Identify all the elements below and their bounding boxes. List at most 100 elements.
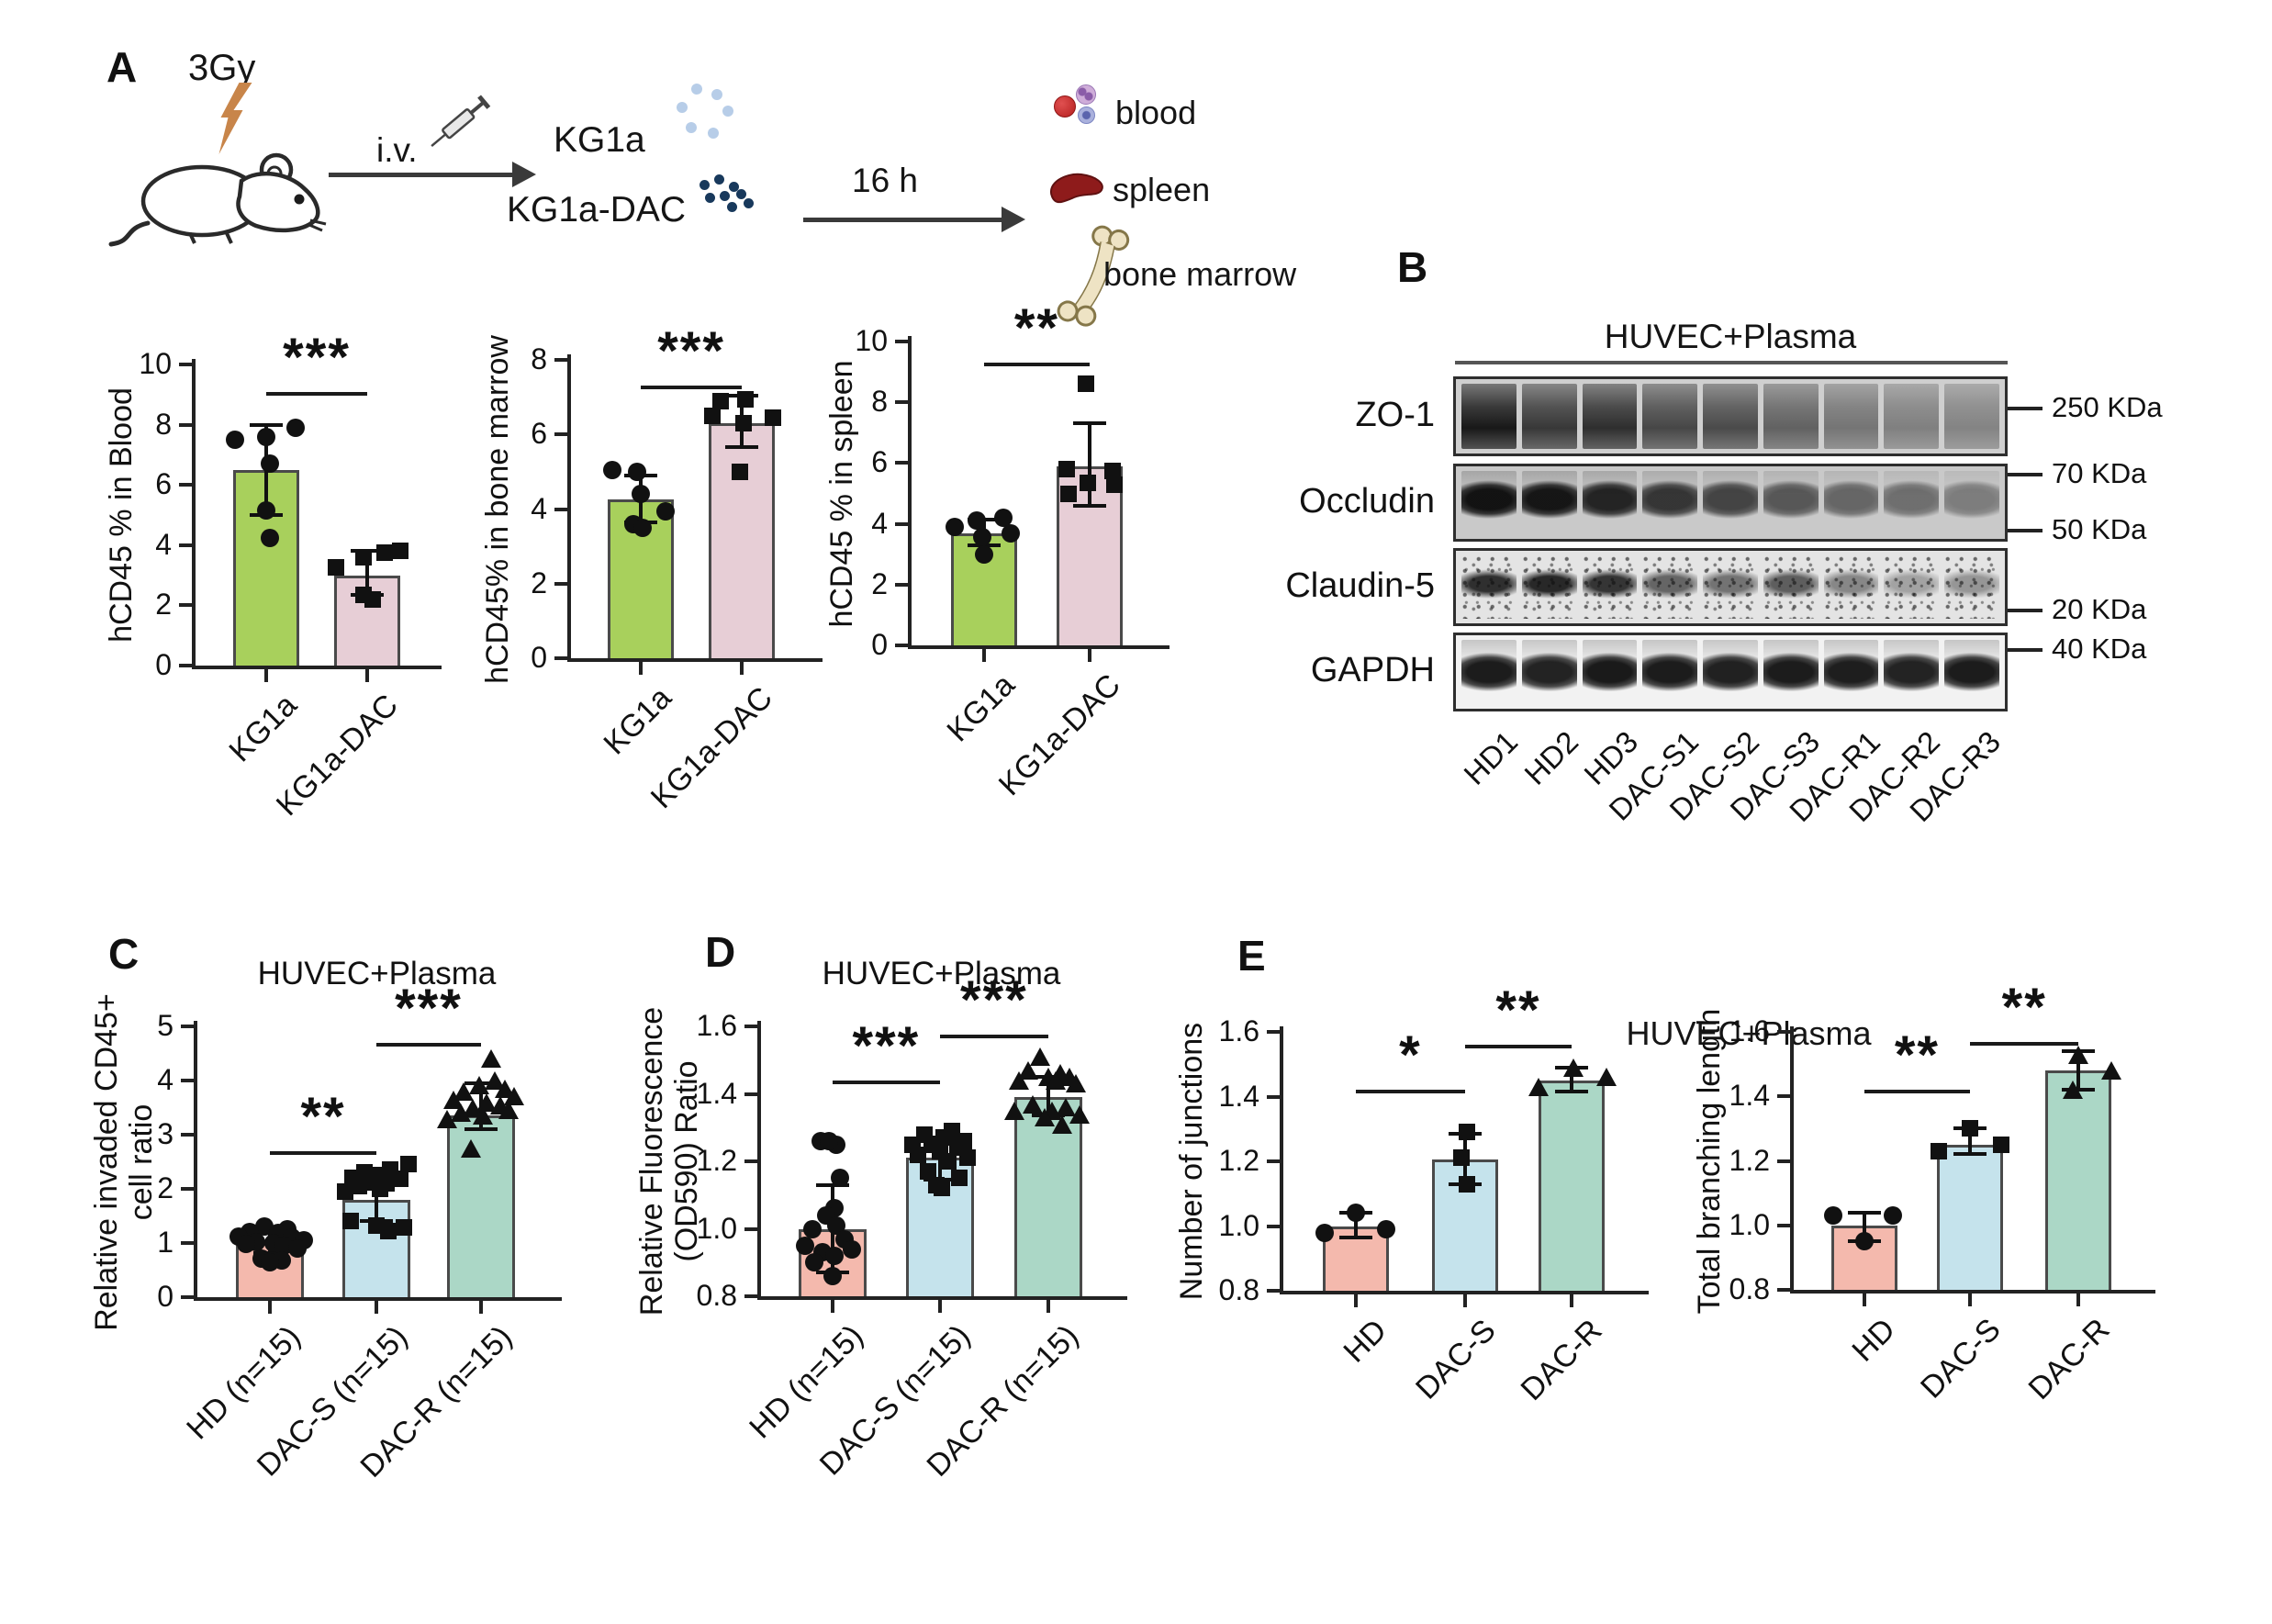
data-point-triangle: [468, 1075, 489, 1094]
y-tick: [179, 363, 192, 366]
significance-label: ***: [395, 978, 463, 1038]
y-tick: [1267, 1159, 1280, 1163]
x-category-label: HD: [1337, 1313, 1393, 1370]
blot-row-box: [1453, 633, 2008, 711]
y-tick-label: 10: [139, 347, 172, 380]
data-point-square: [1059, 485, 1077, 502]
tissue-spleen-label: spleen: [1113, 171, 1211, 208]
data-point-triangle: [498, 1101, 519, 1120]
y-tick-label: 1.6: [1218, 1014, 1259, 1047]
significance-line: [939, 1035, 1048, 1039]
blood-icon: [1054, 83, 1109, 138]
significance-line: [983, 363, 1090, 367]
blot-lane: [1763, 471, 1819, 534]
time-label: 16 h: [852, 162, 919, 199]
data-point-square: [1931, 1142, 1948, 1159]
significance-line: [1355, 1090, 1465, 1094]
x-category-label: DAC-R: [1514, 1313, 1609, 1408]
y-tick-label: 1.2: [1729, 1143, 1770, 1177]
y-axis-label-text: Total branching length: [1692, 1008, 1727, 1314]
y-tick: [181, 1241, 194, 1245]
y-tick: [744, 1092, 757, 1096]
data-point-circle: [1854, 1232, 1874, 1251]
y-tick: [895, 461, 908, 465]
blot-lane-label: HD2: [1517, 724, 1584, 791]
data-point-circle: [831, 1169, 850, 1188]
blot-lane: [1461, 640, 1517, 704]
iv-arrow-head: [512, 162, 536, 187]
data-point-square: [951, 1170, 968, 1187]
chart-fluorescence-od590: HUVEC+Plasma 0.8 1.0 1.2 1.4 1.6 Relative Fluo…: [624, 927, 1175, 1624]
x-tick: [1353, 1294, 1358, 1307]
y-tick-label: 4: [157, 1063, 173, 1096]
data-point-square: [731, 463, 748, 480]
data-point-square: [1459, 1124, 1476, 1141]
y-axis-label-line: (OD590) Ratio: [669, 1060, 704, 1262]
chart-hcd45-spleen: 0 2 4 6 8 10 hCD45 % in spleen KG1a KG1a-DAC **: [808, 302, 1230, 900]
data-point-triangle: [1528, 1077, 1550, 1096]
y-axis: [757, 1021, 761, 1300]
blot-protein-label: GAPDH: [1310, 651, 1435, 689]
data-point-circle: [1884, 1206, 1903, 1226]
y-tick-label: 0: [531, 641, 547, 674]
significance-line: [1970, 1041, 2079, 1046]
x-tick: [739, 662, 744, 675]
y-tick-label: 4: [871, 506, 888, 540]
y-tick: [554, 581, 567, 586]
significance-line: [641, 386, 742, 390]
y-tick: [895, 521, 908, 526]
x-axis: [908, 645, 1170, 649]
y-tick: [744, 1294, 757, 1298]
y-tick: [895, 582, 908, 587]
blot-lane: [1944, 471, 2000, 534]
data-point-square: [959, 1149, 977, 1167]
y-tick-label: 2: [155, 588, 172, 622]
iv-arrow-line: [329, 173, 514, 177]
data-point-square: [1077, 375, 1094, 393]
panel-label-a: A: [106, 43, 138, 91]
y-tick: [1777, 1094, 1790, 1099]
blot-lane: [1823, 555, 1879, 619]
y-axis-label-text: hCD45 % in spleen: [824, 360, 859, 627]
panel-label-c: C: [108, 930, 140, 978]
y-tick: [554, 358, 567, 362]
x-axis: [567, 658, 823, 662]
x-axis: [192, 666, 442, 669]
data-point-triangle: [2068, 1045, 2089, 1064]
y-tick: [1267, 1224, 1280, 1228]
y-tick-label: 1.4: [1729, 1079, 1770, 1113]
significance-line: [376, 1042, 481, 1047]
x-axis: [1790, 1290, 2155, 1294]
significance-line: [1464, 1045, 1572, 1049]
y-axis-label-text: Number of junctions: [1174, 1023, 1209, 1300]
panel-label-e: E: [1237, 932, 1266, 980]
data-point-square: [399, 1156, 417, 1173]
x-tick: [375, 1301, 379, 1314]
molecular-weight-label: 70 KDa: [2052, 456, 2147, 489]
molecular-weight-tick: [2008, 406, 2043, 410]
molecular-weight-tick: [2008, 472, 2043, 476]
data-point-circle: [1315, 1223, 1335, 1242]
chart-hcd45-bone-marrow: 0 2 4 6 8 hCD45% in bone marrow KG1a KG1a-DAC **…: [431, 317, 854, 900]
blot-lane: [1763, 640, 1819, 704]
blot-lane: [1582, 640, 1638, 704]
y-axis: [1790, 1026, 1794, 1294]
data-point-square: [1992, 1136, 2009, 1153]
data-point-circle: [974, 544, 993, 564]
data-point-square: [934, 1180, 951, 1197]
blot-lane: [1944, 384, 2000, 449]
blot-lane: [1521, 640, 1577, 704]
y-tick: [1267, 1289, 1280, 1293]
tissue-bone-label: bone marrow: [1103, 255, 1297, 293]
blot-lane: [1703, 555, 1758, 619]
data-point-square: [711, 392, 729, 409]
y-axis-label-line: Relative Fluorescence: [633, 1006, 669, 1316]
error-bar-cap-bottom: [1554, 1090, 1588, 1094]
y-axis-label-line: Relative invaded CD45+: [88, 992, 124, 1331]
time-arrow-line: [803, 218, 1003, 222]
y-tick-label: 1: [157, 1226, 173, 1259]
y-tick-label: 1.0: [1218, 1208, 1259, 1242]
x-tick: [981, 649, 986, 662]
blot-lane: [1884, 384, 1940, 449]
